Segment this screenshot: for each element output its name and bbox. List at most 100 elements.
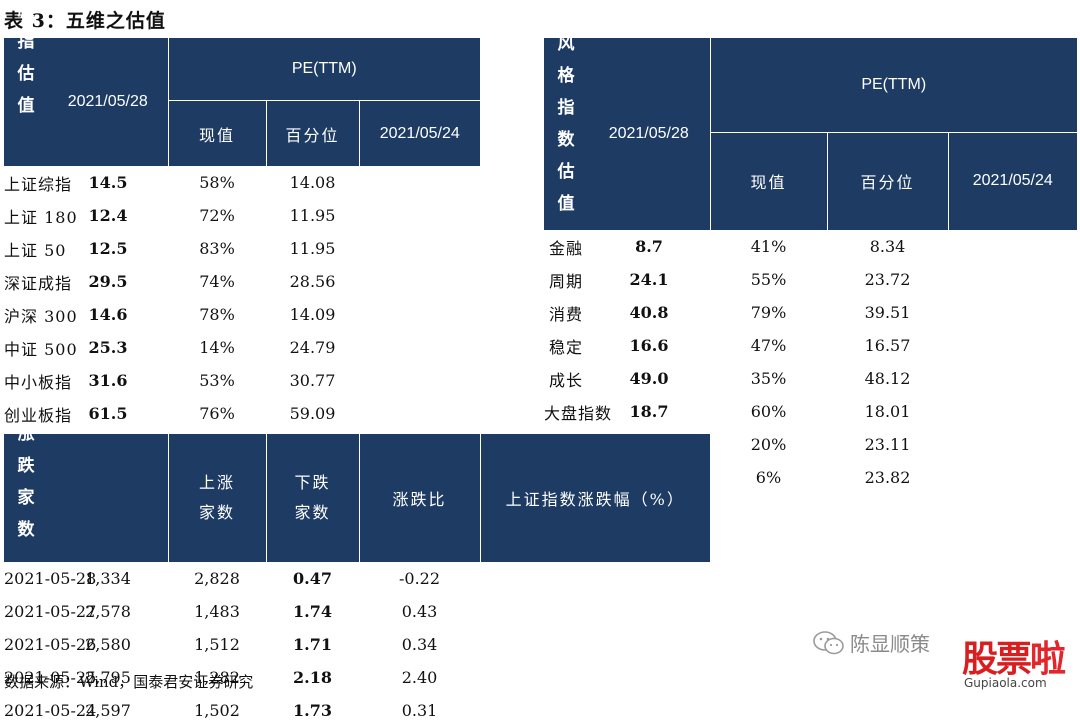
- logo-text-main: 股票: [962, 639, 1032, 680]
- percentile: 35%: [750, 369, 787, 388]
- style-name: 周期: [548, 271, 583, 291]
- percentile: 79%: [750, 303, 787, 322]
- table-title: 表 3：五维之估值: [4, 10, 166, 32]
- decliners-count: 1,512: [194, 635, 240, 654]
- col-percentile: 百分位: [826, 132, 948, 230]
- multiline-label: 下跌 家数: [294, 473, 331, 522]
- multiline-label: 上涨 家数: [198, 473, 235, 522]
- index-name: 创业板指: [4, 405, 73, 425]
- index-name: 中证 500: [4, 339, 78, 359]
- multiline-label: 股 指 估 值: [17, 0, 35, 116]
- current-pe: 61.5: [88, 404, 128, 423]
- table-row: 中小板指 31.6 53% 30.77: [4, 364, 480, 397]
- date-column-header: [48, 434, 168, 562]
- ad-ratio: 0.47: [293, 569, 332, 588]
- col-current-value: 现值: [709, 132, 827, 230]
- col-decliners: 下跌 家数: [265, 434, 359, 562]
- table-row: 周期 24.1 55% 23.72: [544, 263, 1077, 296]
- col-percentile: 百分位: [265, 100, 359, 166]
- current-pe: 49.0: [629, 369, 669, 388]
- percentile: 55%: [750, 270, 787, 289]
- table-row: 大盘指数 18.7 60% 18.01: [544, 395, 1077, 428]
- prev-pe: 16.57: [864, 336, 911, 355]
- style-name: 金融: [548, 238, 583, 258]
- index-name: 深证成指: [4, 273, 73, 293]
- index-valuation-table: 股 指 估 值 2021/05/28 PE(TTM) 现值 百分位 2021/0…: [4, 0, 481, 496]
- sh-index-change: 0.31: [401, 701, 438, 720]
- table-row: 中证 500 25.3 14% 24.79: [4, 331, 480, 364]
- sh-index-change: 0.43: [401, 602, 438, 621]
- index-name: 上证综指: [4, 174, 73, 194]
- trade-date: 2021-05-27: [4, 602, 97, 621]
- sh-index-change: 2.40: [401, 668, 438, 687]
- multiline-label: 涨 跌 家 数: [17, 424, 35, 540]
- advancers-count: 2,578: [85, 602, 131, 621]
- table-row: 金融 8.7 41% 8.34: [544, 230, 1077, 263]
- prev-pe: 18.01: [864, 402, 911, 421]
- ad-ratio: 1.73: [293, 701, 332, 720]
- percentile: 76%: [199, 404, 235, 423]
- style-name: 成长: [548, 370, 583, 390]
- current-pe: 14.5: [88, 173, 128, 192]
- sh-index-change: 0.34: [401, 635, 438, 654]
- table-row: 2021-05-28 1,334 2,828 0.47 -0.22: [4, 562, 710, 595]
- current-pe: 31.6: [88, 371, 128, 390]
- current-pe: 16.6: [629, 336, 669, 355]
- wechat-icon: [813, 630, 844, 654]
- col-ad-ratio: 涨跌比: [358, 434, 480, 562]
- prev-pe: 24.79: [289, 338, 336, 357]
- table-row: 上证综指 14.5 58% 14.08: [4, 166, 480, 199]
- trade-date: 2021-05-24: [4, 701, 97, 720]
- ad-ratio: 1.71: [293, 635, 332, 654]
- pe-header: PE(TTM): [709, 38, 1078, 133]
- side-label-advance-decline: 涨 跌 家 数: [4, 424, 48, 562]
- style-name: 稳定: [548, 337, 583, 357]
- side-label-index: 股 指 估 值: [4, 0, 48, 166]
- data-source-note: 数据来源：Wind，国泰君安证券研究: [4, 673, 254, 691]
- decliners-count: 1,502: [194, 701, 240, 720]
- current-pe: 24.1: [629, 270, 669, 289]
- prev-pe: 28.56: [289, 272, 336, 291]
- percentile: 14%: [199, 338, 235, 357]
- index-name: 中小板指: [4, 372, 73, 392]
- style-index-valuation-table: 风 格 指 数 估 值 2021/05/28 PE(TTM) 现值 百分位 20…: [544, 34, 1078, 494]
- advancers-count: 2,597: [85, 701, 131, 720]
- table-row: 沪深 300 14.6 78% 14.09: [4, 298, 480, 331]
- pe-header: PE(TTM): [167, 38, 481, 102]
- current-pe: 8.7: [635, 237, 663, 256]
- percentile: 41%: [750, 237, 787, 256]
- index-name: 上证 180: [4, 207, 78, 227]
- wechat-watermark: 陈显顺策: [812, 628, 930, 657]
- col-prev-date: 2021/05/24: [947, 132, 1078, 230]
- prev-pe: 39.51: [864, 303, 911, 322]
- percentile: 47%: [750, 336, 787, 355]
- prev-pe: 8.34: [869, 237, 906, 256]
- percentile: 53%: [199, 371, 235, 390]
- current-pe: 18.7: [629, 402, 669, 421]
- trade-date: 2021-05-26: [4, 635, 97, 654]
- col-advancers: 上涨 家数: [167, 434, 266, 562]
- advancers-count: 2,795: [85, 668, 131, 687]
- current-pe: 12.5: [88, 239, 128, 258]
- col-current-value: 现值: [167, 100, 266, 166]
- sh-index-change: -0.22: [398, 569, 441, 588]
- table-row: 2021-05-26 2,580 1,512 1.71 0.34: [4, 628, 710, 661]
- prev-pe: 23.82: [864, 468, 911, 487]
- prev-pe: 23.72: [864, 270, 911, 289]
- advancers-count: 2,580: [85, 635, 131, 654]
- date-header: 2021/05/28: [588, 38, 710, 230]
- table-row: 上证 180 12.4 72% 11.95: [4, 199, 480, 232]
- prev-pe: 14.09: [289, 305, 336, 324]
- percentile: 74%: [199, 272, 235, 291]
- table-row: 2021-05-27 2,578 1,483 1.74 0.43: [4, 595, 710, 628]
- side-label-style: 风 格 指 数 估 值: [544, 34, 588, 230]
- table-row: 创业板指 61.5 76% 59.09: [4, 397, 480, 430]
- prev-pe: 23.11: [864, 435, 911, 454]
- ad-ratio: 2.18: [293, 668, 332, 687]
- prev-pe: 48.12: [864, 369, 911, 388]
- site-logo: 股票啦: [962, 630, 1066, 682]
- prev-pe: 14.08: [289, 173, 336, 192]
- index-name: 沪深 300: [4, 306, 78, 326]
- current-pe: 25.3: [88, 338, 128, 357]
- current-pe: 14.6: [88, 305, 128, 324]
